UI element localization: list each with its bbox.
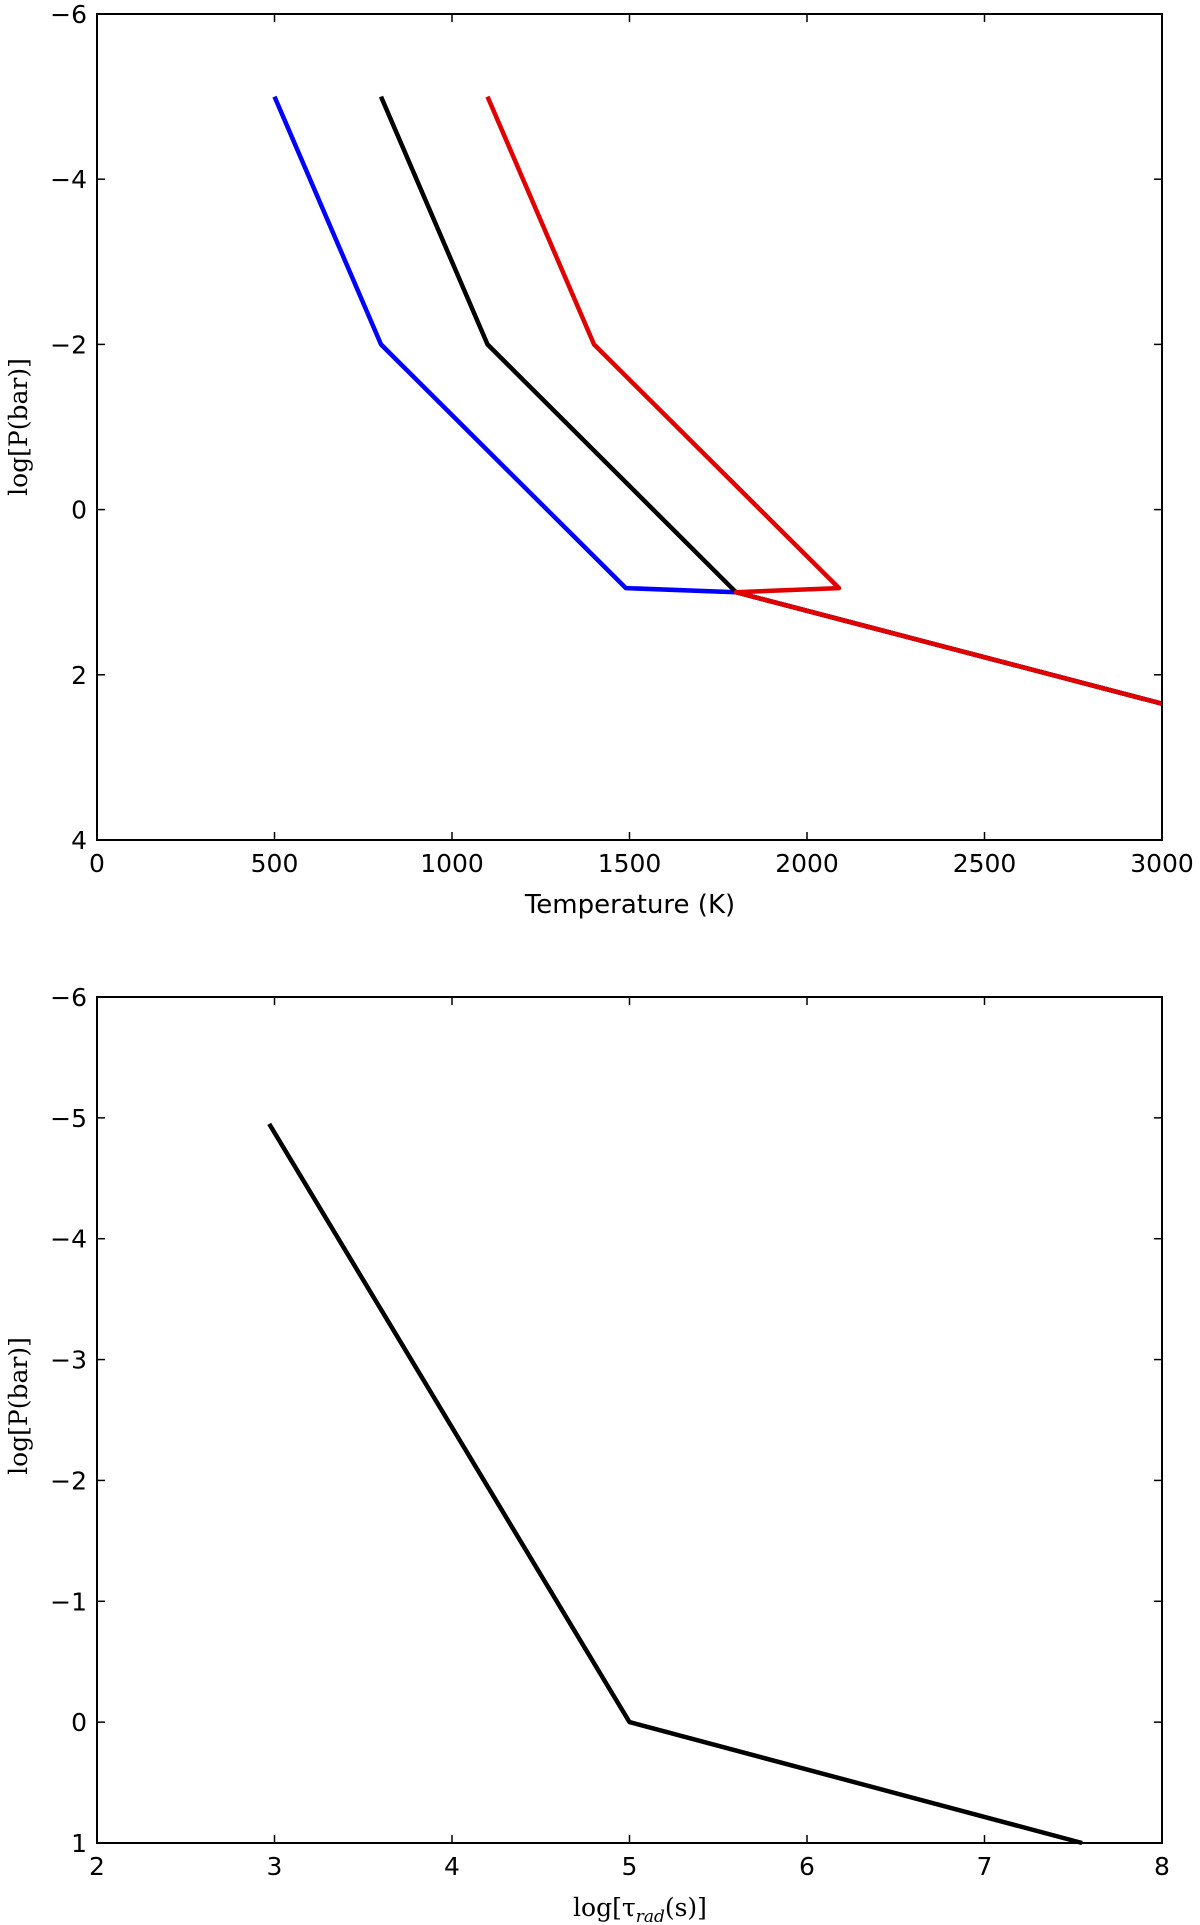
tp-x-axis-title: Temperature (K): [524, 890, 735, 920]
tp-x-tick-label: 0: [89, 849, 105, 878]
tp-y-tick-label: −2: [50, 330, 87, 359]
tau-x-tick-label: 8: [1154, 1852, 1170, 1881]
tau-x-axis-title: log[τrad(s)]: [573, 1893, 707, 1925]
tau-x-axis-title-main: log[τ: [573, 1893, 636, 1922]
tau-x-tick-label: 3: [267, 1852, 283, 1881]
tau-plot-frame: [96, 996, 1163, 1844]
tp-series-black-line: [378, 95, 1163, 706]
tp-x-tick-label: 1000: [420, 849, 484, 878]
tau-x-tick-label: 5: [622, 1852, 638, 1881]
tau-y-tick-label: −3: [50, 1346, 87, 1375]
tau-axis-ticks: 2 3 4 5 6 7 8 −6 −5 −4 −3 −2 −1 0 1: [50, 983, 1170, 1881]
tau-pressure-panel: 2 3 4 5 6 7 8 −6 −5 −4 −3 −2 −1 0 1 log[τrad(s)] log[P…: [4, 983, 1170, 1925]
tp-y-tick-label: 4: [71, 826, 87, 855]
tau-x-tick-label: 2: [89, 1852, 105, 1881]
tau-series-tau_rad-line: [267, 1122, 1083, 1846]
tau-plot-marks: [267, 1122, 1083, 1846]
tau-x-axis-title-subscript: rad: [636, 1907, 665, 1925]
tp-plot-frame: [96, 13, 1163, 841]
tp-x-tick-label: 500: [251, 849, 299, 878]
tp-x-tick-label: 1500: [598, 849, 662, 878]
tp-axis-ticks: 0 500 1000 1500 2000 2500 3000 −6 −4 −2 0 2 4: [50, 0, 1194, 878]
tp-plot-marks: [272, 95, 1163, 706]
tp-y-axis-title: log[P(bar)]: [4, 358, 33, 496]
tp-x-tick-label: 3000: [1130, 849, 1194, 878]
tp-series-red-line: [485, 95, 1163, 706]
tau-x-tick-label: 4: [444, 1852, 460, 1881]
tp-series-blue-line: [272, 95, 1163, 706]
tau-x-tick-label: 7: [977, 1852, 993, 1881]
tp-x-tick-label: 2500: [953, 849, 1017, 878]
tau-y-tick-label: −6: [50, 983, 87, 1012]
tau-y-tick-label: −1: [50, 1587, 87, 1616]
tau-y-tick-label: −5: [50, 1104, 87, 1133]
tp-y-tick-label: −4: [50, 165, 87, 194]
temperature-pressure-panel: 0 500 1000 1500 2000 2500 3000 −6 −4 −2 0 2 4 Temper…: [4, 0, 1194, 920]
tp-x-tick-label: 2000: [775, 849, 839, 878]
tau-y-tick-label: 1: [71, 1829, 87, 1858]
tau-y-axis-title: log[P(bar)]: [4, 1337, 33, 1475]
tp-y-tick-label: 2: [71, 661, 87, 690]
tau-x-tick-label: 6: [799, 1852, 815, 1881]
tp-y-tick-label: −6: [50, 0, 87, 29]
tp-y-tick-label: 0: [71, 496, 87, 525]
tau-y-tick-label: −4: [50, 1225, 87, 1254]
tau-y-tick-label: −2: [50, 1466, 87, 1495]
tau-x-axis-title-tail: (s)]: [665, 1893, 707, 1922]
tau-y-tick-label: 0: [71, 1708, 87, 1737]
